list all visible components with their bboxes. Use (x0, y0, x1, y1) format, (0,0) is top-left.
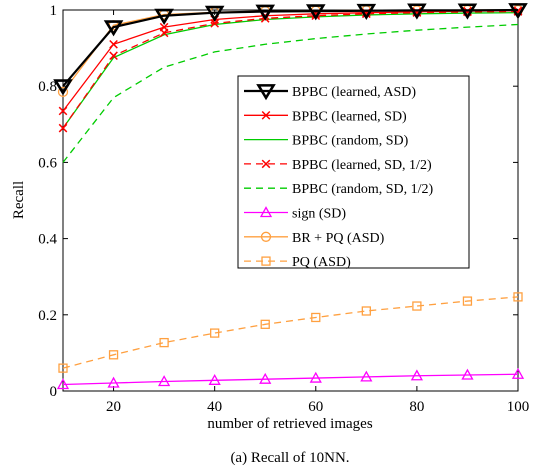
legend-label: PQ (ASD) (292, 255, 351, 270)
legend-label: sign (SD) (292, 207, 346, 222)
series-4 (62, 23, 519, 163)
legend: BPBC (learned, ASD) BPBC (learned, SD) BPB… (237, 75, 470, 270)
series-0 (53, 3, 528, 96)
data-point (109, 39, 118, 49)
data-point (154, 8, 174, 25)
y-tick-label: 0.2 (38, 308, 57, 324)
series-line (62, 8, 519, 87)
data-point (159, 22, 169, 32)
legend-marker (259, 206, 273, 218)
legend-entry: BPBC (random, SD) (244, 134, 409, 149)
x-tick-label: 40 (207, 399, 222, 415)
data-point (311, 312, 321, 323)
x-tick-label: 20 (106, 399, 121, 415)
series-line (62, 12, 519, 129)
data-point (513, 292, 523, 302)
series-line (62, 23, 519, 163)
legend-entry: BPBC (learned, SD) (244, 109, 407, 124)
series-line (62, 296, 519, 369)
data-point (103, 20, 124, 37)
plot-frame (62, 9, 519, 392)
data-point (356, 3, 377, 21)
data-point (58, 363, 68, 373)
data-point (361, 306, 371, 316)
series-line (62, 373, 519, 386)
y-tick-label: 0 (50, 384, 58, 400)
legend-label: BPBC (learned, SD, 1/2) (292, 158, 432, 173)
legend-entry: BPBC (learned, ASD) (244, 84, 416, 101)
legend-label: BPBC (random, SD, 1/2) (292, 182, 434, 197)
data-point (108, 350, 119, 360)
legend-box (237, 75, 470, 269)
legend-marker (261, 110, 271, 120)
data-point (109, 51, 118, 61)
series-layer (53, 3, 528, 390)
data-point (410, 369, 423, 381)
data-point (210, 328, 220, 338)
y-axis-title: Recall (11, 181, 27, 219)
x-axis-title: number of retrieved images (207, 416, 373, 432)
data-point (309, 371, 322, 383)
y-tick-label: 1 (50, 3, 58, 19)
data-point (462, 296, 473, 306)
legend-entry: BPBC (learned, SD, 1/2) (244, 158, 432, 173)
legend-label: BPBC (random, SD) (292, 134, 409, 149)
data-point (457, 3, 478, 20)
data-point (407, 3, 427, 20)
data-point (208, 373, 221, 385)
data-point (260, 319, 270, 329)
x-tick-label: 100 (507, 399, 530, 415)
series-7 (58, 292, 523, 373)
data-point (159, 337, 169, 348)
data-point (305, 4, 326, 21)
series-2 (62, 12, 519, 129)
data-point (210, 19, 219, 28)
data-point (511, 367, 525, 379)
data-point (204, 5, 225, 22)
data-point (461, 368, 474, 380)
legend-entry: PQ (ASD) (244, 255, 351, 270)
series-line (62, 10, 519, 112)
data-point (259, 372, 272, 384)
series-5 (56, 367, 525, 390)
legend-marker (256, 84, 276, 101)
figure-caption: (a) Recall of 10NN. (230, 450, 349, 466)
data-point (57, 86, 69, 98)
data-point (255, 4, 276, 21)
series-line (62, 10, 519, 129)
legend-label: BR + PQ (ASD) (292, 231, 385, 246)
data-point (58, 123, 68, 133)
data-point (53, 79, 73, 96)
data-point (508, 3, 528, 20)
plot-area (62, 9, 519, 392)
x-tick-label: 80 (409, 399, 424, 415)
y-tick-label: 0.6 (38, 155, 57, 171)
legend-entry: sign (SD) (244, 206, 346, 222)
legend-entry: BR + PQ (ASD) (244, 231, 385, 246)
y-tick-label: 0.8 (38, 79, 57, 95)
y-tick-label: 0.4 (38, 232, 57, 248)
legend-entry: BPBC (random, SD, 1/2) (244, 182, 434, 197)
legend-marker (260, 231, 272, 242)
data-point (412, 301, 422, 311)
legend-label: BPBC (learned, ASD) (292, 85, 416, 100)
data-point (56, 378, 70, 390)
data-point (58, 106, 68, 116)
legend-marker (261, 159, 271, 169)
data-point (107, 376, 120, 388)
data-point (360, 370, 373, 382)
legend-label: BPBC (learned, SD) (292, 109, 407, 124)
data-point (158, 375, 171, 387)
legend-marker (261, 256, 271, 266)
axis-ticks: 20 40 60 80 100 0 0.2 0.4 0.6 0.8 1 (38, 3, 529, 415)
x-tick-label: 60 (308, 399, 323, 415)
